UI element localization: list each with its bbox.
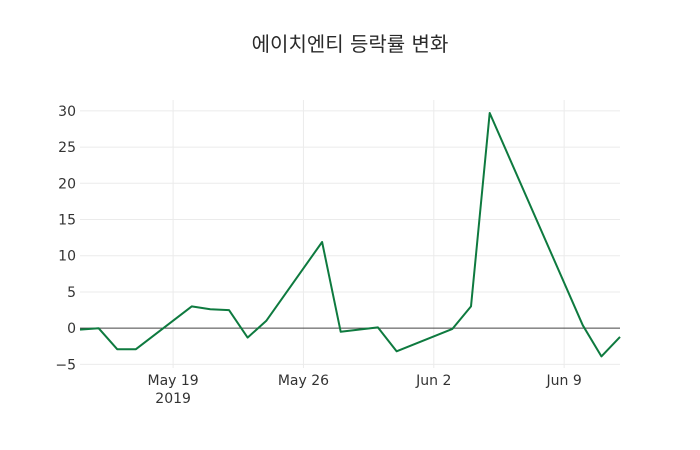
plot-area — [79, 112, 621, 358]
x-tick-label: Jun 9 — [546, 373, 582, 389]
data-line — [79, 112, 621, 358]
x-tick-label: May 26 — [278, 373, 329, 389]
chart-title: 에이치엔티 등락률 변화 — [251, 32, 449, 56]
x-tick-label: Jun 2 — [415, 373, 451, 389]
y-tick-label: 20 — [58, 176, 76, 192]
y-tick-label: 5 — [67, 285, 76, 301]
y-tick-label: −5 — [55, 357, 76, 373]
axes: −5 0 5 10 15 20 25 30 May 19 2019 May 26 Jun 2 Jun 9 — [55, 104, 581, 407]
x-tick-label: May 19 — [147, 373, 198, 389]
y-tick-label: 15 — [58, 213, 76, 229]
y-tick-label: 10 — [58, 249, 76, 265]
y-tick-label: 30 — [58, 104, 76, 120]
x-tick-year-label: 2019 — [155, 391, 191, 407]
y-tick-label: 0 — [67, 321, 76, 337]
y-tick-label: 25 — [58, 140, 76, 156]
gridlines — [80, 100, 620, 368]
